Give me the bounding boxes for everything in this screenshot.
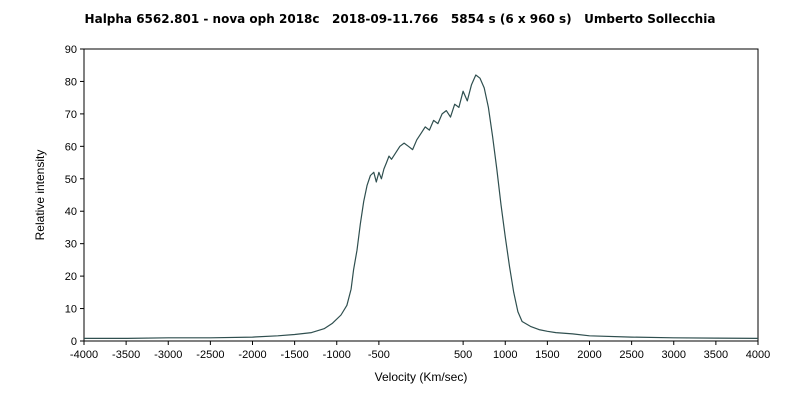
chart-title: Halpha 6562.801 - nova oph 2018c 2018-09… (84, 12, 716, 26)
x-tick-label: -4000 (70, 349, 98, 361)
y-tick-label: 80 (65, 76, 77, 88)
x-tick-label: 1000 (493, 349, 517, 361)
y-axis-label: Relative intensity (33, 150, 47, 241)
plot-frame (83, 48, 759, 342)
x-tick-label: 500 (454, 349, 472, 361)
y-tick-label: 60 (65, 141, 77, 153)
x-tick-label: 4000 (746, 349, 770, 361)
x-tick-label: -2000 (238, 349, 266, 361)
x-tick-label: -1000 (323, 349, 351, 361)
y-tick-label: 30 (65, 239, 77, 251)
x-tick-label: -3500 (112, 349, 140, 361)
y-tick-label: 20 (65, 271, 77, 283)
x-tick-label: -1500 (281, 349, 309, 361)
y-tick-label: 90 (65, 44, 77, 56)
y-tick-label: 40 (65, 206, 77, 218)
x-tick-label: 3000 (662, 349, 686, 361)
x-tick-label: -500 (368, 349, 390, 361)
x-tick-label: 2000 (577, 349, 601, 361)
x-tick-label: 1500 (535, 349, 559, 361)
y-tick-label: 70 (65, 109, 77, 121)
y-tick-label: 0 (71, 336, 77, 348)
y-tick-label: 50 (65, 174, 77, 186)
x-tick-label: 3500 (704, 349, 728, 361)
y-tick-label: 10 (65, 304, 77, 316)
x-tick-label: -2500 (196, 349, 224, 361)
x-tick-label: 2500 (619, 349, 643, 361)
spectrum-line (84, 74, 759, 339)
x-tick-label: -3000 (154, 349, 182, 361)
x-axis-label: Velocity (Km/sec) (375, 370, 468, 384)
